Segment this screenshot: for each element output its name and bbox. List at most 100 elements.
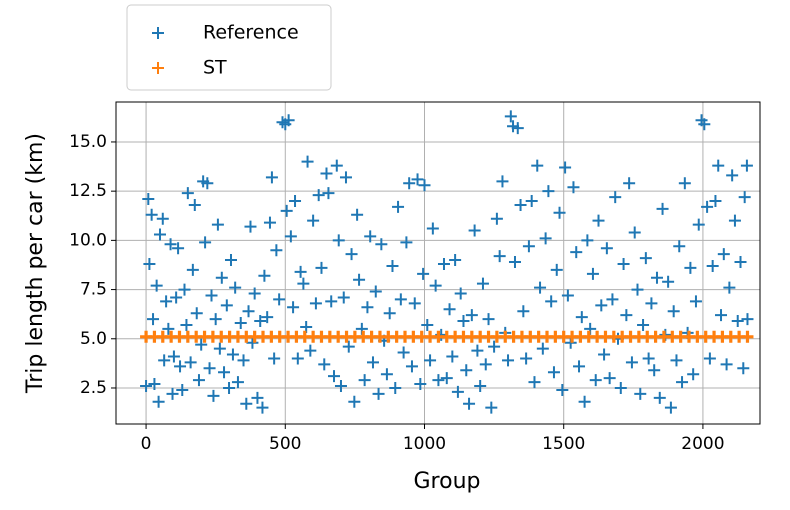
point — [280, 204, 293, 217]
point — [437, 257, 450, 270]
point — [471, 344, 484, 357]
point — [411, 173, 424, 186]
point — [738, 191, 751, 204]
point — [181, 187, 194, 200]
point — [294, 265, 307, 278]
point — [463, 397, 476, 410]
point — [380, 368, 393, 381]
point — [559, 161, 572, 174]
point — [421, 318, 434, 331]
point — [203, 362, 216, 375]
point — [664, 401, 677, 414]
y-tick-label: 7.5 — [80, 280, 107, 300]
point — [553, 206, 566, 219]
point — [620, 309, 633, 322]
point — [465, 309, 478, 322]
point — [460, 364, 473, 377]
point — [573, 360, 586, 373]
point — [451, 385, 464, 398]
point — [701, 200, 714, 213]
x-axis-label: Group — [414, 469, 481, 494]
point — [653, 391, 666, 404]
point — [337, 291, 350, 304]
point — [162, 322, 175, 335]
point — [454, 287, 467, 300]
point — [248, 287, 261, 300]
point — [595, 299, 608, 312]
point — [220, 299, 233, 312]
point — [603, 372, 616, 385]
point — [218, 366, 231, 379]
point — [366, 356, 379, 369]
point — [645, 297, 658, 310]
point — [490, 212, 503, 225]
x-tick-label: 500 — [269, 434, 301, 454]
point — [418, 179, 431, 192]
point — [231, 376, 244, 389]
point — [623, 177, 636, 190]
point — [358, 374, 371, 387]
point — [698, 118, 711, 131]
point — [586, 267, 599, 280]
point — [639, 252, 652, 265]
point — [263, 216, 276, 229]
point — [195, 338, 208, 351]
point — [482, 313, 495, 326]
point — [740, 159, 753, 172]
point — [143, 257, 156, 270]
point — [400, 236, 413, 249]
point — [687, 368, 700, 381]
point — [726, 169, 739, 182]
point — [164, 238, 177, 251]
point — [258, 269, 271, 282]
point — [383, 307, 396, 320]
point — [712, 159, 725, 172]
point — [167, 350, 180, 363]
point — [186, 263, 199, 276]
point — [190, 307, 203, 320]
point — [414, 378, 427, 391]
point — [715, 309, 728, 322]
point — [304, 344, 317, 357]
point — [504, 110, 517, 123]
legend-label: Reference — [203, 22, 299, 44]
point — [170, 291, 183, 304]
y-tick-label: 15.0 — [69, 132, 107, 152]
point — [403, 177, 416, 190]
point — [372, 387, 385, 400]
point — [542, 185, 555, 198]
point — [531, 159, 544, 172]
point — [648, 364, 661, 377]
point — [242, 305, 255, 318]
point — [369, 285, 382, 298]
point — [684, 261, 697, 274]
point — [142, 193, 155, 206]
point — [536, 342, 549, 355]
point — [440, 372, 453, 385]
point — [606, 293, 619, 306]
point — [397, 346, 410, 359]
point — [426, 222, 439, 235]
point — [598, 348, 611, 361]
point — [600, 242, 613, 255]
legend-label: ST — [203, 57, 227, 79]
point — [731, 315, 744, 328]
point — [476, 277, 489, 290]
point — [150, 279, 163, 292]
point — [689, 295, 702, 308]
point — [322, 187, 335, 200]
point — [723, 281, 736, 294]
point — [496, 175, 509, 188]
point — [330, 159, 343, 172]
point — [676, 376, 689, 389]
plot-frame — [115, 101, 761, 425]
point — [375, 238, 388, 251]
point — [567, 181, 580, 194]
point — [312, 189, 325, 202]
point — [446, 350, 459, 363]
point — [226, 348, 239, 361]
point — [443, 303, 456, 316]
point — [656, 202, 669, 215]
point — [628, 226, 641, 239]
point — [244, 220, 257, 233]
